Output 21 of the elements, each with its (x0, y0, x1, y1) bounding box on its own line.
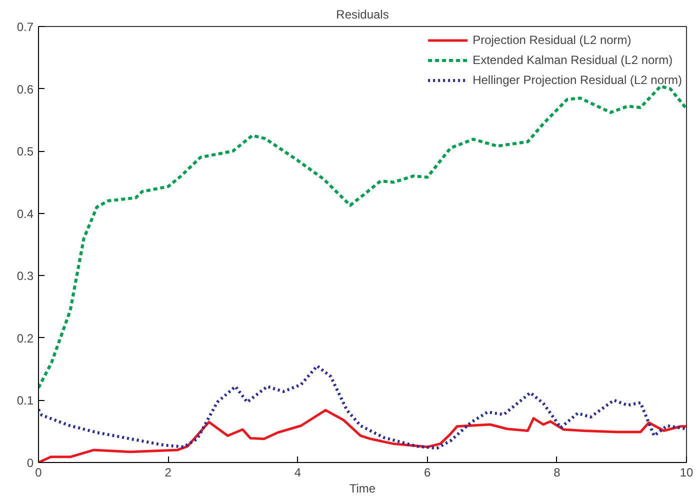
x-tick-label: 4 (294, 466, 302, 480)
x-tick-label: 0 (35, 466, 42, 480)
chart-title: Residuals (336, 8, 389, 22)
y-tick-label: 0.5 (16, 144, 34, 159)
x-tick-label: 6 (424, 466, 431, 480)
legend-label: Extended Kalman Residual (L2 norm) (472, 53, 673, 67)
line-series (38, 364, 686, 450)
legend-label: Projection Residual (L2 norm) (472, 33, 632, 47)
x-tick-label: 2 (164, 466, 172, 480)
y-tick-label: 0 (26, 456, 34, 470)
x-tick-label: 8 (554, 466, 561, 480)
y-tick-label: 0.6 (16, 82, 34, 96)
line-series (38, 84, 686, 390)
x-tick-label: 10 (680, 466, 694, 480)
y-tick-label: 0.7 (16, 20, 34, 34)
y-tick-label: 0.3 (16, 269, 34, 284)
y-tick-label: 0.4 (16, 206, 34, 221)
y-tick-label: 0.2 (16, 331, 34, 346)
y-tick-label: 0.1 (16, 394, 34, 408)
legend-label: Hellinger Projection Residual (L2 norm) (472, 73, 682, 87)
x-axis-title: Time (349, 482, 376, 496)
